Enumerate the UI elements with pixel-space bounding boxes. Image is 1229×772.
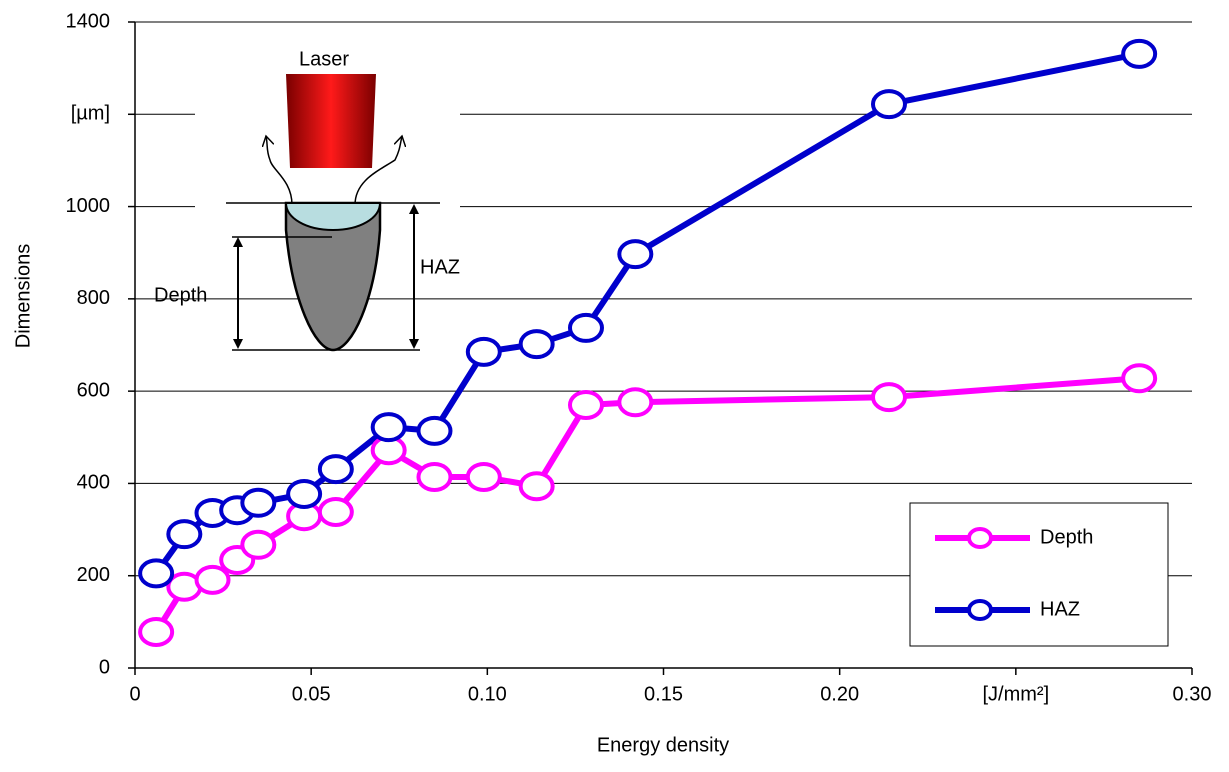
y-tick-label: 800 xyxy=(77,287,110,309)
x-tick-label: 0.05 xyxy=(292,683,331,705)
annotation: HAZ xyxy=(420,256,460,278)
inset-diagram: Laser Depth HAZ xyxy=(154,38,460,352)
point xyxy=(617,387,654,418)
y-tick-label: 200 xyxy=(77,564,110,586)
point xyxy=(465,336,502,367)
x-tick-label: 0 xyxy=(129,683,140,705)
y-tick-label: [µm] xyxy=(71,103,110,125)
point xyxy=(518,471,555,502)
point xyxy=(567,312,604,343)
annotation: Laser xyxy=(299,48,349,70)
point xyxy=(567,389,604,420)
annotation: Depth xyxy=(154,284,207,306)
y-tick-label: 1000 xyxy=(66,195,111,217)
legend-box xyxy=(909,502,1169,647)
point xyxy=(1121,363,1158,394)
point xyxy=(370,412,407,443)
point xyxy=(240,529,277,560)
x-tick-label: 0.10 xyxy=(468,683,507,705)
point xyxy=(317,454,354,485)
point xyxy=(138,617,175,648)
point xyxy=(465,461,502,492)
legend-label: Depth xyxy=(1040,526,1093,548)
y-tick-label: 1400 xyxy=(66,10,111,32)
x-tick-label: 0.15 xyxy=(644,683,683,705)
point xyxy=(317,497,354,528)
point xyxy=(138,558,175,589)
point xyxy=(870,89,907,120)
point xyxy=(518,329,555,360)
legend: Depth HAZ xyxy=(909,502,1169,647)
laser-beam xyxy=(286,74,376,168)
y-tick-label: 600 xyxy=(77,379,110,401)
point xyxy=(1121,38,1158,69)
legend-marker xyxy=(967,527,993,549)
vapor-arrow xyxy=(354,136,402,206)
vapor-arrow xyxy=(266,136,293,206)
x-tick-label: 0.20 xyxy=(820,683,859,705)
legend-label: HAZ xyxy=(1040,598,1080,620)
melt-pool xyxy=(284,202,382,232)
plot xyxy=(138,38,1158,648)
x-tick-label: 0.30 xyxy=(1173,683,1212,705)
point xyxy=(166,519,203,550)
y-tick-label: 0 xyxy=(99,656,110,678)
y-axis-label: Dimensions xyxy=(12,244,34,348)
legend-marker xyxy=(967,599,993,621)
point xyxy=(194,564,231,595)
point xyxy=(416,415,453,446)
y-tick-label: 400 xyxy=(77,472,110,494)
x-axis-label: Energy density xyxy=(597,734,729,756)
point xyxy=(617,239,654,270)
point xyxy=(240,487,277,518)
point xyxy=(286,479,323,510)
x-tick-label: [J/mm²] xyxy=(983,683,1050,705)
point xyxy=(416,461,453,492)
point xyxy=(870,382,907,413)
